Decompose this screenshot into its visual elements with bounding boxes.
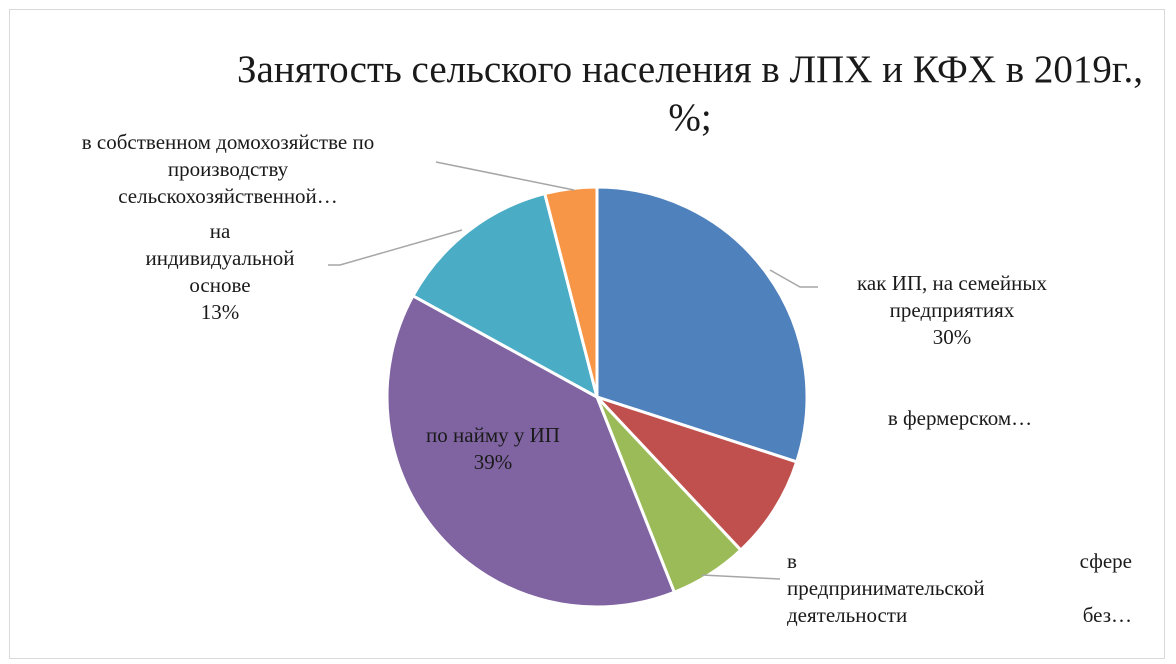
leader-line-s4 [328, 229, 463, 266]
leader-line-s2 [701, 574, 781, 580]
pie-slice-1 [595, 395, 799, 553]
pie-slice-3 [385, 293, 677, 609]
label-s5: в собственном домохозяйстве по производс… [20, 129, 436, 210]
label-s5-line2: производству [167, 157, 289, 181]
label-s2-word3: деятельности [787, 603, 908, 627]
label-s0: как ИП, на семейных предприятиях 30% [818, 270, 1086, 351]
label-s3-line1: по найму у ИП [426, 423, 560, 447]
label-s4-pct: 13% [200, 300, 240, 324]
label-s2: в сфере предпринимательской деятельности б… [787, 548, 1132, 629]
label-s0-pct: 30% [932, 325, 972, 349]
label-s1-line1: в фермерском… [887, 406, 1033, 430]
label-s2-line2: предпринимательской [787, 576, 985, 600]
label-s2-word1: в [787, 549, 797, 573]
label-s2-word2: сфере [1079, 549, 1132, 573]
pie-slice-0 [595, 185, 809, 464]
label-s2-word4: без… [1082, 603, 1132, 627]
leader-line-s5 [435, 161, 575, 191]
label-s3-pct: 39% [473, 450, 513, 474]
pie-slice-4 [410, 191, 600, 400]
label-s5-line1: в собственном домохозяйстве по [81, 130, 375, 154]
label-s4-line1: на [209, 219, 231, 243]
label-s4-line3: основе [189, 273, 251, 297]
label-s3: по найму у ИП 39% [395, 422, 591, 476]
label-s4-line2: индивидуальной [145, 246, 295, 270]
label-s5-line3: сельскохозяйственной… [118, 184, 338, 208]
label-s0-line2: предприятиях [889, 298, 1015, 322]
leader-line-s0 [769, 269, 818, 288]
label-s4: на индивидуальной основе 13% [110, 218, 330, 326]
label-s0-line1: как ИП, на семейных [857, 271, 1047, 295]
chart-title-line2: %; [668, 96, 712, 139]
label-s1: в фермерском… [850, 405, 1070, 432]
chart-title: Занятость сельского населения в ЛПХ и КФ… [236, 48, 1144, 91]
